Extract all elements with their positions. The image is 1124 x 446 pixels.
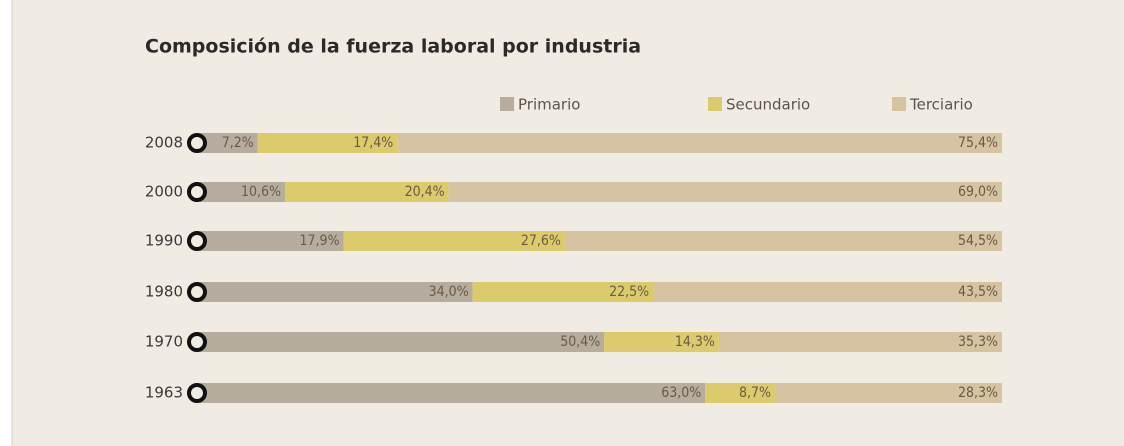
bar-segment (448, 182, 1002, 202)
bar-segment (200, 133, 258, 153)
y-tick-label: 2008 (145, 134, 183, 152)
bar-segment (653, 282, 1002, 302)
bar-segment (200, 332, 605, 352)
data-label: 75,4% (958, 135, 998, 151)
y-tick-label: 1963 (145, 384, 183, 402)
data-label: 54,5% (958, 233, 998, 249)
data-label: 20,4% (405, 184, 445, 200)
bar-segment (285, 182, 449, 202)
bar-segment (775, 383, 1002, 403)
bar-segment (705, 383, 776, 403)
y-tick-label: 1980 (145, 283, 183, 301)
data-label: 27,6% (521, 233, 561, 249)
row-marker (187, 282, 207, 302)
row-marker (187, 231, 207, 251)
data-label: 14,3% (675, 334, 715, 350)
bar-segment (257, 133, 398, 153)
data-label: 34,0% (429, 284, 469, 300)
data-label: 22,5% (609, 284, 649, 300)
data-label: 10,6% (241, 184, 281, 200)
bar-segment (343, 231, 565, 251)
y-tick-label: 1970 (145, 333, 183, 351)
row-marker (187, 383, 207, 403)
data-label: 43,5% (958, 284, 998, 300)
row-marker (187, 182, 207, 202)
bar-segment (200, 383, 706, 403)
bar-segment (604, 332, 719, 352)
data-label: 17,9% (300, 233, 340, 249)
bar-segment (397, 133, 1002, 153)
y-tick-label: 1990 (145, 232, 183, 250)
y-tick-label: 2000 (145, 183, 183, 201)
bar-segment (564, 231, 1002, 251)
legend-swatch (500, 97, 514, 111)
bar-segment (200, 182, 286, 202)
data-label: 17,4% (353, 135, 393, 151)
data-label: 35,3% (958, 334, 998, 350)
row-marker (187, 133, 207, 153)
data-label: 63,0% (661, 385, 701, 401)
bar-segment (718, 332, 1002, 352)
legend-label: Secundario (726, 96, 810, 114)
data-label: 7,2% (222, 135, 254, 151)
data-label: 69,0% (958, 184, 998, 200)
bar-segment (472, 282, 654, 302)
bar-segment (200, 282, 473, 302)
bar-segment (200, 231, 344, 251)
row-marker (187, 332, 207, 352)
legend-swatch (892, 97, 906, 111)
panel (12, 0, 1124, 446)
data-label: 28,3% (958, 385, 998, 401)
chart-title: Composición de la fuerza laboral por ind… (145, 36, 641, 58)
legend-label: Terciario (909, 96, 973, 114)
legend-swatch (708, 97, 722, 111)
data-label: 50,4% (560, 334, 600, 350)
legend-label: Primario (518, 96, 580, 114)
data-label: 8,7% (739, 385, 771, 401)
